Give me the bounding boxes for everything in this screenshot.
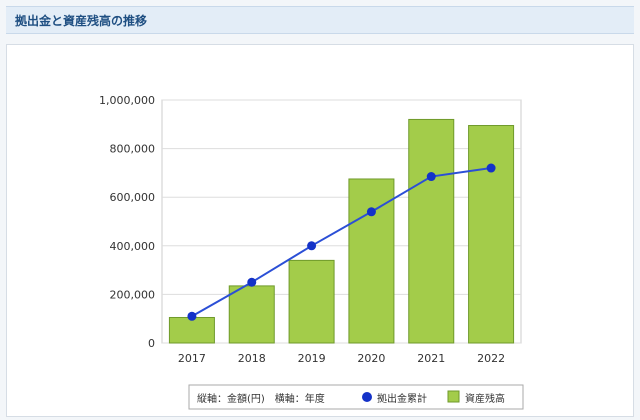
legend-line-marker bbox=[362, 392, 372, 402]
bar bbox=[288, 259, 335, 344]
legend-axis-note: 縦軸：金額(円) 横軸：年度 bbox=[197, 392, 325, 405]
line-path bbox=[191, 167, 492, 318]
y-tick-label: 600,000 bbox=[110, 191, 156, 204]
x-tick-label: 2022 bbox=[477, 352, 505, 365]
legend-bar-swatch bbox=[447, 390, 460, 403]
bar bbox=[228, 285, 275, 344]
bar bbox=[468, 125, 515, 344]
chart-panel: 0 200,000 400,000 600,000 800,000 1,000,000 2… bbox=[6, 44, 634, 417]
line-point bbox=[486, 163, 496, 173]
y-tick-label: 800,000 bbox=[110, 143, 156, 156]
x-axis: 2017 2018 2019 2020 2021 2022 bbox=[178, 352, 505, 365]
section-header: 拠出金と資産残高の推移 bbox=[6, 6, 634, 34]
legend-bar-label: 資産残高 bbox=[465, 392, 505, 405]
x-tick-label: 2019 bbox=[298, 352, 326, 365]
y-tick-label: 1,000,000 bbox=[99, 94, 155, 107]
y-axis: 0 200,000 400,000 600,000 800,000 1,000,000 bbox=[99, 94, 155, 350]
bar bbox=[348, 178, 395, 344]
x-tick-label: 2021 bbox=[417, 352, 445, 365]
line-point bbox=[247, 277, 257, 287]
line-point bbox=[426, 172, 436, 182]
chart: 0 200,000 400,000 600,000 800,000 1,000,000 2… bbox=[99, 94, 524, 410]
line-point bbox=[366, 207, 376, 217]
x-tick-label: 2020 bbox=[357, 352, 385, 365]
line-series bbox=[187, 163, 496, 321]
line-point bbox=[307, 241, 317, 251]
x-tick-label: 2017 bbox=[178, 352, 206, 365]
y-tick-label: 400,000 bbox=[110, 240, 156, 253]
chart-grid bbox=[161, 99, 522, 344]
y-tick-label: 0 bbox=[148, 337, 155, 350]
plot-border bbox=[161, 99, 522, 344]
bar bbox=[168, 316, 215, 344]
legend: 縦軸：金額(円) 横軸：年度 拠出金累計 資産残高 bbox=[188, 384, 524, 410]
legend-line-label: 拠出金累計 bbox=[377, 392, 427, 405]
line-point bbox=[187, 311, 197, 321]
bar bbox=[408, 118, 455, 344]
x-tick-label: 2018 bbox=[238, 352, 266, 365]
y-tick-label: 200,000 bbox=[110, 288, 156, 301]
legend-box bbox=[188, 384, 524, 410]
bar-series bbox=[168, 118, 515, 344]
section-title: 拠出金と資産残高の推移 bbox=[15, 14, 148, 28]
